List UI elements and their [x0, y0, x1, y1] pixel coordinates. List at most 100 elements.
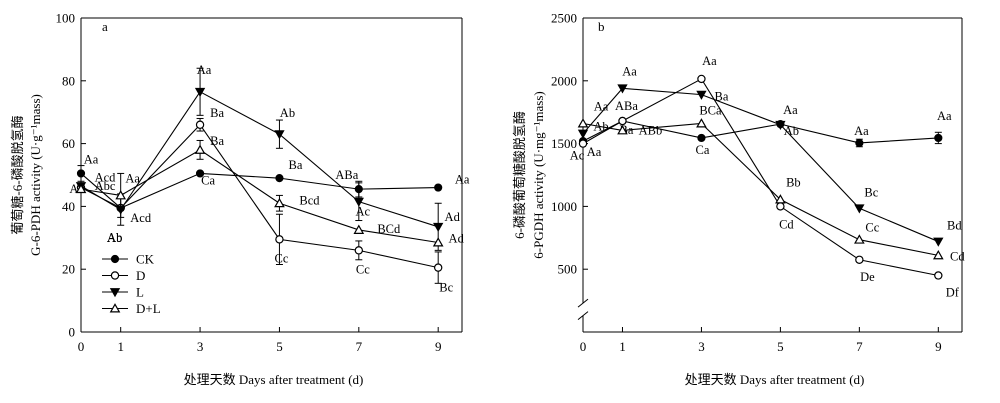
significance-label: Acd	[95, 171, 117, 185]
data-point	[697, 133, 706, 143]
data-point	[194, 87, 206, 98]
significance-label: ABa	[615, 99, 638, 113]
y-tick-label: 40	[62, 199, 75, 214]
panel-a: 0 20 40 60 80 100 0 1 3 5 7 9 处理天数 Days after treatm…	[10, 11, 470, 388]
significance-label: Ab	[280, 106, 295, 120]
significance-label: Acd	[130, 211, 152, 225]
data-point	[618, 116, 627, 126]
significance-label: Aa	[197, 63, 212, 77]
y-tick-label: 100	[56, 11, 76, 26]
series-line	[80, 172, 439, 209]
series-d: Acd Acd Ba Cc Cc Bc	[76, 106, 454, 295]
data-point	[577, 129, 589, 139]
significance-label: Aa	[84, 152, 99, 166]
x-tick-label: 5	[777, 339, 784, 354]
significance-label: Ba	[210, 106, 224, 120]
significance-label: Cd	[950, 249, 965, 263]
x-tick-label: 7	[356, 339, 363, 354]
series-line	[582, 120, 939, 144]
data-point	[434, 183, 443, 192]
significance-label: Cc	[356, 262, 370, 276]
data-point	[696, 118, 707, 128]
y-tick-label: 2000	[551, 73, 577, 88]
data-point	[353, 224, 365, 234]
data-point	[933, 237, 944, 247]
x-tick-label: 5	[276, 339, 283, 354]
data-point	[194, 144, 206, 154]
legend-marker	[109, 303, 121, 313]
series-l: Ab Aa Ba Aa Bc Bd	[577, 64, 962, 247]
series-line	[80, 149, 439, 244]
data-point	[854, 234, 865, 244]
data-point	[433, 222, 444, 233]
x-axis-label: 处理天数 Days after treatment (d)	[685, 372, 865, 387]
significance-label: Aa	[702, 54, 717, 68]
x-tick-label: 3	[197, 339, 204, 354]
data-point	[617, 124, 628, 135]
significance-label: Bd	[947, 219, 962, 233]
y-axis-break-mark	[577, 298, 589, 308]
y-tick-label: 1000	[551, 199, 577, 214]
data-point	[195, 169, 205, 178]
significance-label: Cc	[865, 221, 879, 235]
y-axis-label-en: 6-PGDH activity (U·mg⁻¹mass)	[531, 91, 546, 258]
x-tick-label: 7	[856, 339, 863, 354]
y-tick-label: 60	[62, 136, 75, 151]
y-axis-label-cn: 6-磷酸葡萄糖酸脱氢酶	[512, 111, 527, 239]
significance-label: Bb	[786, 175, 801, 189]
significance-label: Aa	[125, 171, 140, 185]
significance-label: Ba	[210, 134, 224, 148]
legend-marker	[110, 254, 120, 264]
data-point	[776, 202, 785, 211]
data-point	[697, 74, 706, 84]
significance-label: Ad	[445, 210, 461, 224]
data-point	[775, 194, 786, 204]
series-line	[80, 91, 439, 228]
legend-marker	[110, 271, 120, 280]
significance-label: Ba	[288, 158, 302, 172]
significance-label: Cd	[779, 217, 794, 231]
series-line	[582, 78, 939, 277]
data-point	[775, 120, 786, 130]
panel-b: 500 1000 1500 2000 2500 0 1 3 5 7 9 处理天数 Days after…	[512, 11, 965, 388]
significance-label: Abc	[95, 179, 116, 193]
significance-label: Bc	[864, 185, 878, 199]
data-point	[274, 130, 285, 140]
legend-marker	[109, 288, 121, 298]
data-point	[934, 271, 943, 280]
y-axis-label-en: G-6-PDH activity (U·g⁻¹mass)	[28, 94, 43, 256]
data-point	[275, 235, 284, 244]
x-tick-label: 3	[698, 339, 705, 354]
data-point	[432, 237, 444, 247]
x-tick-label: 1	[117, 339, 124, 354]
x-tick-label: 1	[619, 339, 626, 354]
y-axis-break-mark	[577, 311, 589, 321]
significance-label: Ab	[107, 231, 122, 245]
data-point	[577, 118, 589, 128]
y-tick-label: 0	[69, 325, 76, 340]
y-axis-label-cn: 葡萄糖-6-磷酸脱氢酶	[10, 115, 25, 234]
significance-label: Ac	[570, 149, 585, 163]
data-point	[617, 84, 628, 94]
data-point	[76, 169, 86, 178]
data-point	[353, 197, 364, 207]
significance-label: ABa	[335, 168, 358, 182]
data-point	[934, 133, 943, 143]
significance-label: Ca	[695, 143, 709, 157]
significance-label: Ab	[107, 231, 122, 245]
significance-label: Bc	[439, 281, 453, 295]
y-tick-label: 1500	[551, 136, 577, 151]
y-tick-label: 500	[558, 262, 578, 277]
series-line	[582, 122, 939, 256]
data-point	[275, 174, 284, 183]
data-point	[696, 90, 707, 100]
series-d-plus-l: Abc Aa Ba Bcd BCd Ad	[75, 134, 465, 247]
data-point	[274, 197, 285, 208]
significance-label: Ac	[356, 205, 371, 219]
legend-label: CK	[136, 252, 155, 267]
legend-label: D	[136, 268, 145, 283]
x-tick-label: 0	[78, 339, 85, 354]
legend-label: L	[136, 285, 144, 300]
